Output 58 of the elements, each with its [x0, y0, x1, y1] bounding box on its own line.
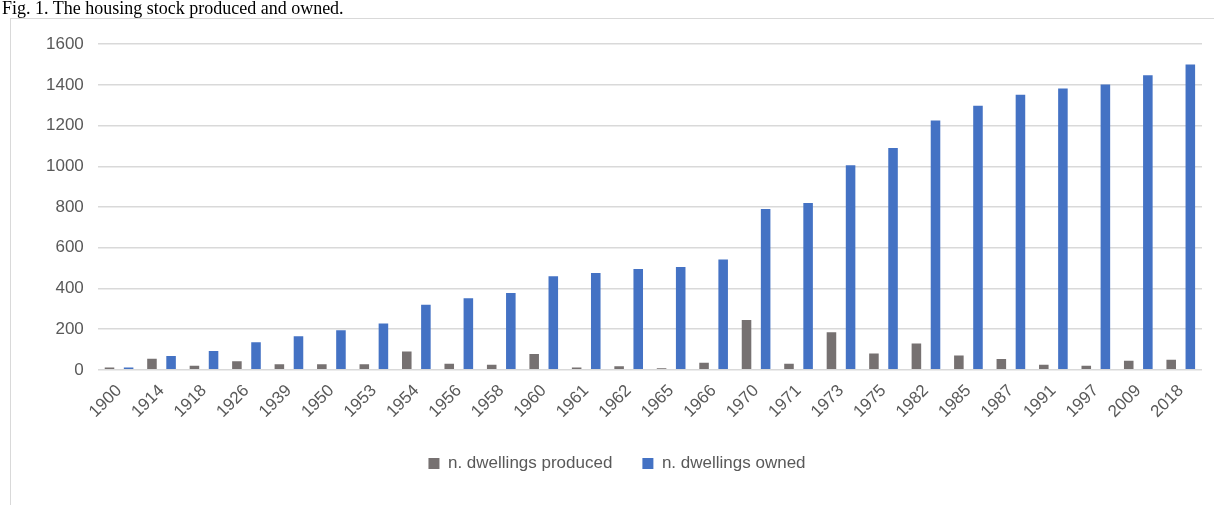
bar	[741, 319, 752, 370]
bar	[973, 105, 983, 370]
bar	[590, 272, 601, 370]
y-tick-label: 0	[74, 359, 84, 379]
bar	[699, 362, 709, 370]
bar	[954, 355, 964, 370]
bar	[845, 165, 856, 370]
bar	[826, 332, 837, 370]
bar	[444, 363, 455, 370]
chart-title: Fig. 1. The housing stock produced and owned.	[2, 0, 344, 19]
bar	[1058, 88, 1068, 370]
bar	[506, 292, 516, 370]
y-tick-label: 1600	[45, 33, 84, 53]
bar	[803, 202, 813, 370]
y-tick-label: 600	[55, 237, 84, 257]
bar	[614, 366, 624, 370]
bar	[869, 353, 879, 370]
bar	[529, 353, 539, 370]
bar	[633, 269, 644, 370]
bar	[359, 364, 370, 370]
bar	[888, 148, 898, 370]
bar	[1166, 359, 1176, 370]
bar	[208, 351, 219, 370]
bar	[274, 364, 285, 370]
bar	[147, 358, 157, 370]
y-tick-label: 1000	[45, 156, 84, 175]
bar	[402, 351, 412, 370]
bar	[1143, 75, 1153, 370]
bar	[996, 359, 1007, 370]
bar	[251, 342, 261, 370]
bar	[930, 120, 941, 370]
bar	[548, 276, 559, 370]
legend-label: n. dwellings owned	[661, 453, 806, 473]
bar	[1100, 84, 1111, 370]
legend-label: n. dwellings produced	[447, 453, 613, 473]
bar	[1123, 360, 1134, 370]
bar	[1039, 364, 1049, 370]
y-tick-label: 800	[55, 196, 84, 216]
bar	[760, 209, 771, 370]
bar	[317, 364, 327, 370]
bar	[166, 355, 176, 370]
bar	[232, 361, 242, 370]
bar	[1015, 94, 1026, 370]
bar	[718, 259, 728, 370]
y-tick-label: 1200	[45, 115, 84, 135]
y-tick-label: 200	[55, 318, 84, 338]
bar	[1081, 365, 1092, 370]
bar	[1185, 64, 1196, 370]
bar	[293, 336, 304, 370]
bar	[784, 363, 794, 370]
y-tick-label: 1400	[45, 74, 84, 94]
bar	[675, 267, 686, 370]
bar	[463, 298, 474, 370]
bar	[336, 330, 346, 370]
bar	[911, 343, 922, 370]
bar	[378, 323, 389, 370]
y-tick-label: 400	[55, 278, 84, 298]
bar	[421, 304, 431, 370]
